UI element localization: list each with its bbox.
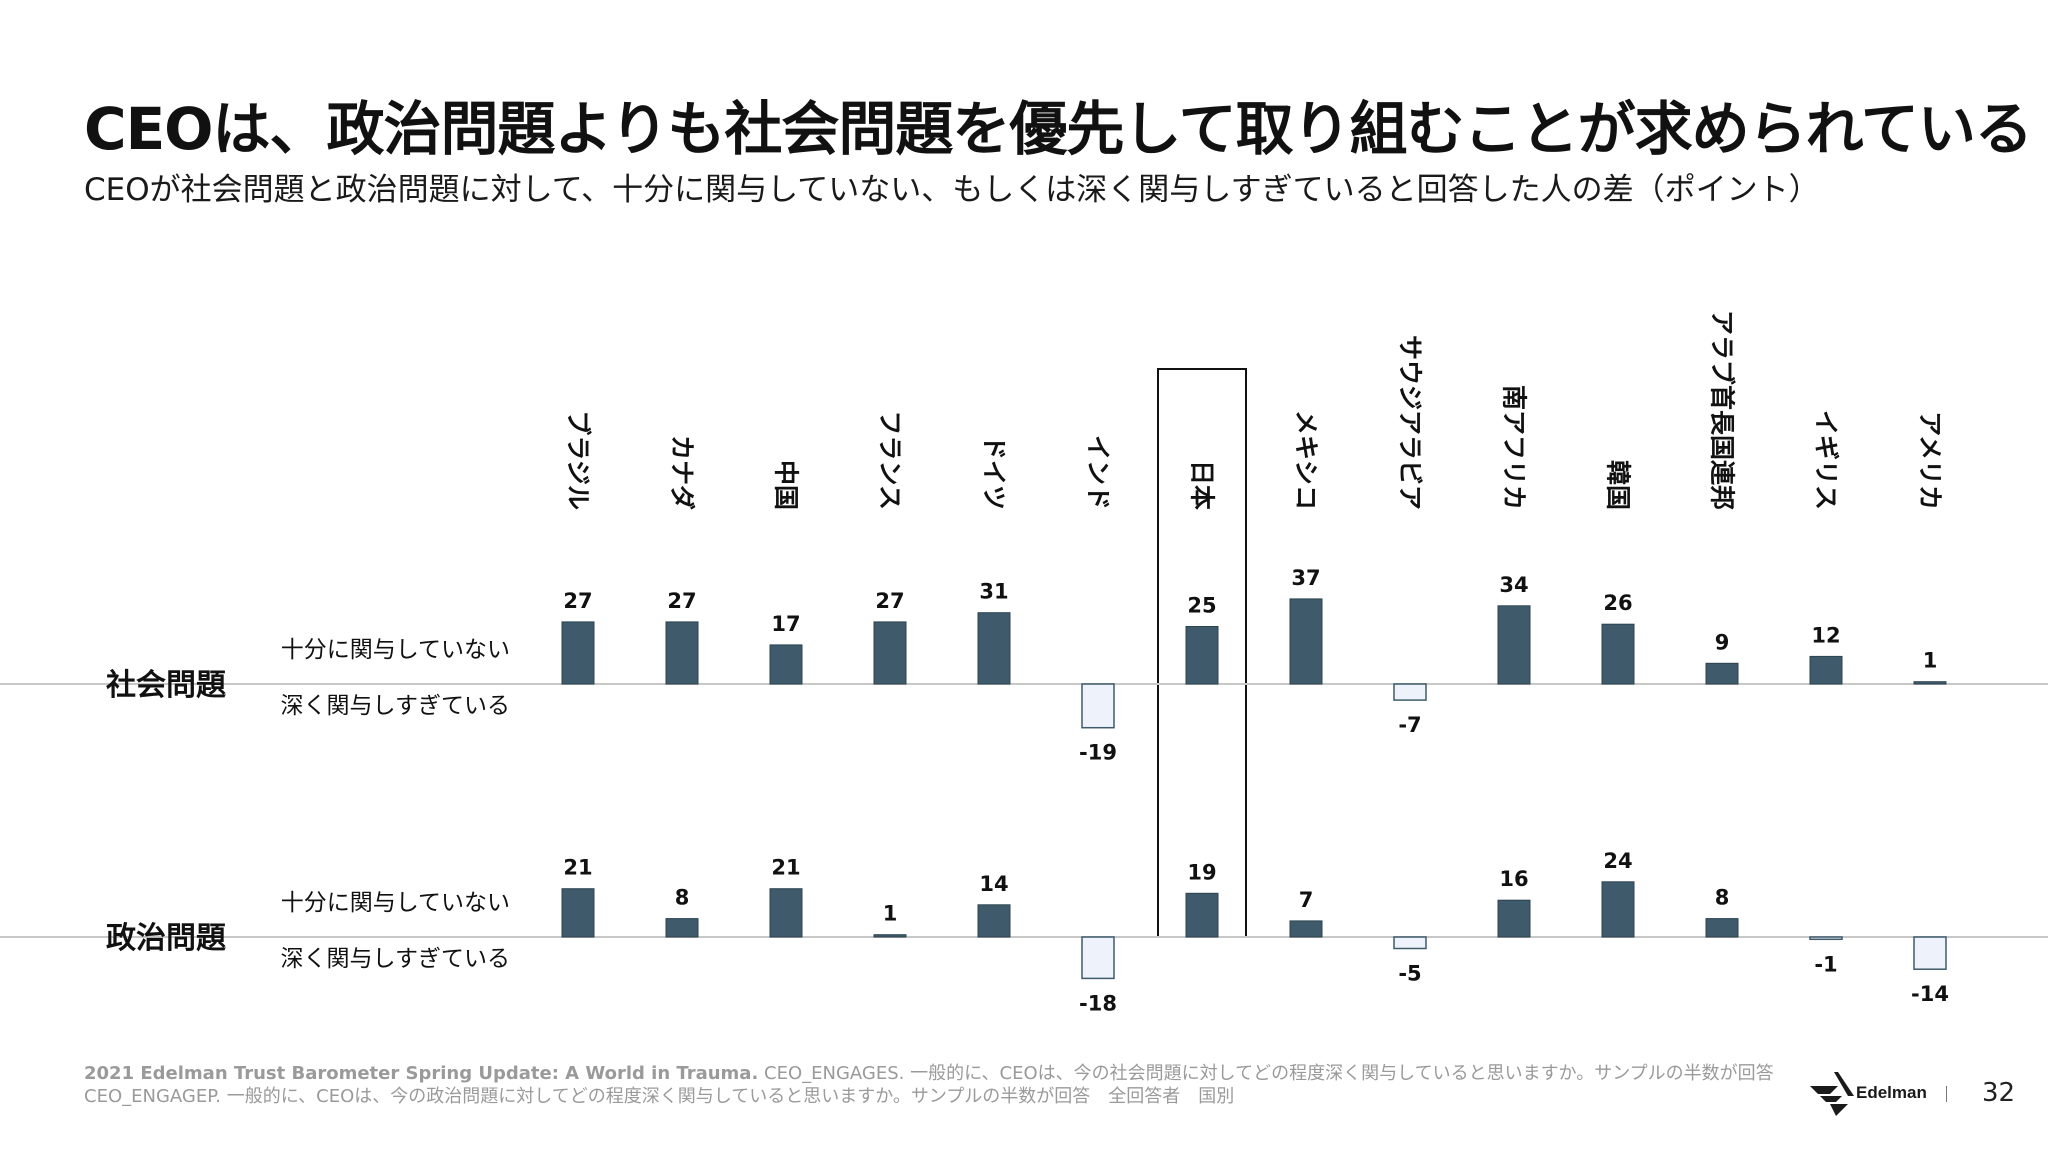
bar-positive xyxy=(873,621,907,685)
value-label: -1 xyxy=(1814,952,1837,976)
category-label: 日本 xyxy=(1188,460,1217,510)
value-label: 19 xyxy=(1187,860,1216,884)
value-label: 37 xyxy=(1291,566,1320,590)
category-label: 韓国 xyxy=(1604,460,1633,510)
value-label: 12 xyxy=(1811,623,1840,647)
bar-positive xyxy=(1601,623,1635,685)
category-label: サウジアラビア xyxy=(1396,335,1425,510)
value-label: 25 xyxy=(1187,594,1216,618)
bar-positive xyxy=(561,621,595,685)
category-label: ブラジル xyxy=(564,410,593,510)
value-label: 24 xyxy=(1603,849,1632,873)
bar-positive xyxy=(1809,655,1843,685)
bar-positive xyxy=(769,644,803,685)
value-label: 1 xyxy=(1923,649,1938,673)
bar-positive xyxy=(1497,899,1531,938)
value-label: -19 xyxy=(1079,741,1117,765)
edelman-logo-icon xyxy=(1810,1072,1854,1116)
bar-positive xyxy=(665,621,699,685)
value-label: 27 xyxy=(667,589,696,613)
value-label: -5 xyxy=(1398,962,1421,986)
category-label: アラブ首長国連邦 xyxy=(1708,310,1737,510)
source-footnote: 2021 Edelman Trust Barometer Spring Upda… xyxy=(84,1062,1774,1108)
row-label: 社会問題 xyxy=(106,668,226,703)
category-label: イギリス xyxy=(1812,410,1841,510)
value-label: 7 xyxy=(1299,888,1314,912)
source-bold: 2021 Edelman Trust Barometer Spring Upda… xyxy=(84,1063,759,1084)
value-label: 34 xyxy=(1499,573,1528,597)
value-label: 31 xyxy=(979,580,1008,604)
bar-positive xyxy=(1913,681,1947,685)
negative-direction-label: 深く関与しすぎている xyxy=(280,946,510,972)
value-label: 16 xyxy=(1499,867,1528,891)
category-label: フランス xyxy=(876,410,905,510)
value-label: 27 xyxy=(563,589,592,613)
value-label: 1 xyxy=(883,902,898,926)
value-label: -7 xyxy=(1398,713,1421,737)
value-label: -14 xyxy=(1911,982,1949,1006)
bar-positive xyxy=(873,934,907,938)
category-label: メキシコ xyxy=(1292,410,1321,510)
bar-negative xyxy=(1913,936,1947,970)
bar-positive xyxy=(769,888,803,938)
bar-negative xyxy=(1393,683,1427,701)
brand-name: Edelman xyxy=(1856,1083,1927,1102)
positive-direction-label: 十分に関与していない xyxy=(281,890,510,916)
row-label: 政治問題 xyxy=(106,921,226,956)
bar-positive xyxy=(665,918,699,938)
bar-negative xyxy=(1809,936,1843,941)
page-number: 32 xyxy=(1982,1078,2016,1108)
value-label: 26 xyxy=(1603,591,1632,615)
bar-negative xyxy=(1393,936,1427,950)
value-label: 14 xyxy=(979,872,1008,896)
bar-positive xyxy=(1185,892,1219,938)
category-label: アメリカ xyxy=(1916,411,1945,510)
bar-positive xyxy=(1601,881,1635,938)
source-line-2: CEO_ENGAGEP. 一般的に、CEOは、今の政治問題に対してどの程度深く関… xyxy=(84,1086,1235,1107)
bar-positive xyxy=(977,612,1011,685)
value-label: 27 xyxy=(875,589,904,613)
bar-positive xyxy=(1289,920,1323,938)
page-title: CEOは、政治問題よりも社会問題を優先して取り組むことが求められている xyxy=(84,95,2033,163)
value-label: 8 xyxy=(675,886,690,910)
bar-positive xyxy=(1497,605,1531,685)
bar-positive xyxy=(1705,918,1739,938)
bar-positive xyxy=(1289,598,1323,685)
footer-separator xyxy=(1946,1086,1947,1102)
value-label: 8 xyxy=(1715,886,1730,910)
category-label: カナダ xyxy=(668,435,697,510)
page-subtitle: CEOが社会問題と政治問題に対して、十分に関与していない、もしくは深く関与しすぎ… xyxy=(84,172,1820,208)
value-label: 21 xyxy=(563,856,592,880)
value-label: 21 xyxy=(771,856,800,880)
category-label: 中国 xyxy=(772,460,801,510)
value-label: 17 xyxy=(771,612,800,636)
category-label: ドイツ xyxy=(980,435,1009,510)
bar-positive xyxy=(1185,626,1219,685)
bar-positive xyxy=(977,904,1011,938)
negative-direction-label: 深く関与しすぎている xyxy=(280,693,510,719)
bar-positive xyxy=(561,888,595,938)
positive-direction-label: 十分に関与していない xyxy=(281,637,510,663)
bar-negative xyxy=(1081,683,1115,729)
bar-negative xyxy=(1081,936,1115,980)
category-label: 南アフリカ xyxy=(1500,385,1529,510)
category-label: インド xyxy=(1084,435,1113,510)
value-label: 9 xyxy=(1715,630,1730,654)
source-line-1: CEO_ENGAGES. 一般的に、CEOは、今の社会問題に対してどの程度深く関… xyxy=(758,1063,1774,1084)
bar-positive xyxy=(1705,662,1739,685)
value-label: -18 xyxy=(1079,991,1117,1015)
